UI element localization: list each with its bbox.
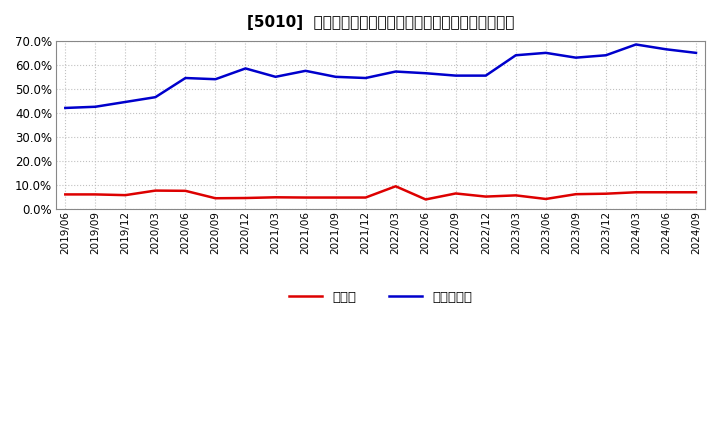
有利子負債 (631, 42, 640, 47)
現預金 (331, 195, 340, 200)
現預金 (151, 188, 160, 193)
有利子負債 (181, 75, 190, 81)
現預金 (451, 191, 460, 196)
有利子負債 (211, 77, 220, 82)
現預金 (662, 190, 670, 195)
現預金 (602, 191, 611, 196)
現預金 (61, 192, 70, 197)
有利子負債 (421, 70, 430, 76)
現預金 (121, 192, 130, 198)
現預金 (241, 195, 250, 201)
有利子負債 (451, 73, 460, 78)
現預金 (421, 197, 430, 202)
有利子負債 (482, 73, 490, 78)
現預金 (482, 194, 490, 199)
有利子負債 (271, 74, 280, 80)
Line: 現預金: 現預金 (66, 186, 696, 199)
現預金 (271, 194, 280, 200)
現預金 (361, 195, 370, 200)
現預金 (181, 188, 190, 194)
有利子負債 (361, 75, 370, 81)
有利子負債 (331, 74, 340, 80)
現預金 (301, 195, 310, 200)
有利子負債 (511, 53, 520, 58)
現預金 (91, 192, 99, 197)
現預金 (211, 196, 220, 201)
有利子負債 (301, 68, 310, 73)
Line: 有利子負債: 有利子負債 (66, 44, 696, 108)
有利子負債 (662, 47, 670, 52)
現預金 (631, 190, 640, 195)
Legend: 現預金, 有利子負債: 現預金, 有利子負債 (284, 286, 478, 309)
有利子負債 (121, 99, 130, 105)
有利子負債 (602, 53, 611, 58)
Title: [5010]  現預金、有利子負債の総資産に対する比率の推移: [5010] 現預金、有利子負債の総資産に対する比率の推移 (247, 15, 514, 30)
有利子負債 (692, 50, 701, 55)
有利子負債 (572, 55, 580, 60)
現預金 (511, 193, 520, 198)
有利子負債 (392, 69, 400, 74)
現預金 (392, 183, 400, 189)
有利子負債 (151, 95, 160, 100)
有利子負債 (541, 50, 550, 55)
有利子負債 (241, 66, 250, 71)
有利子負債 (91, 104, 99, 110)
現預金 (541, 196, 550, 202)
有利子負債 (61, 105, 70, 110)
現預金 (692, 190, 701, 195)
現預金 (572, 191, 580, 197)
